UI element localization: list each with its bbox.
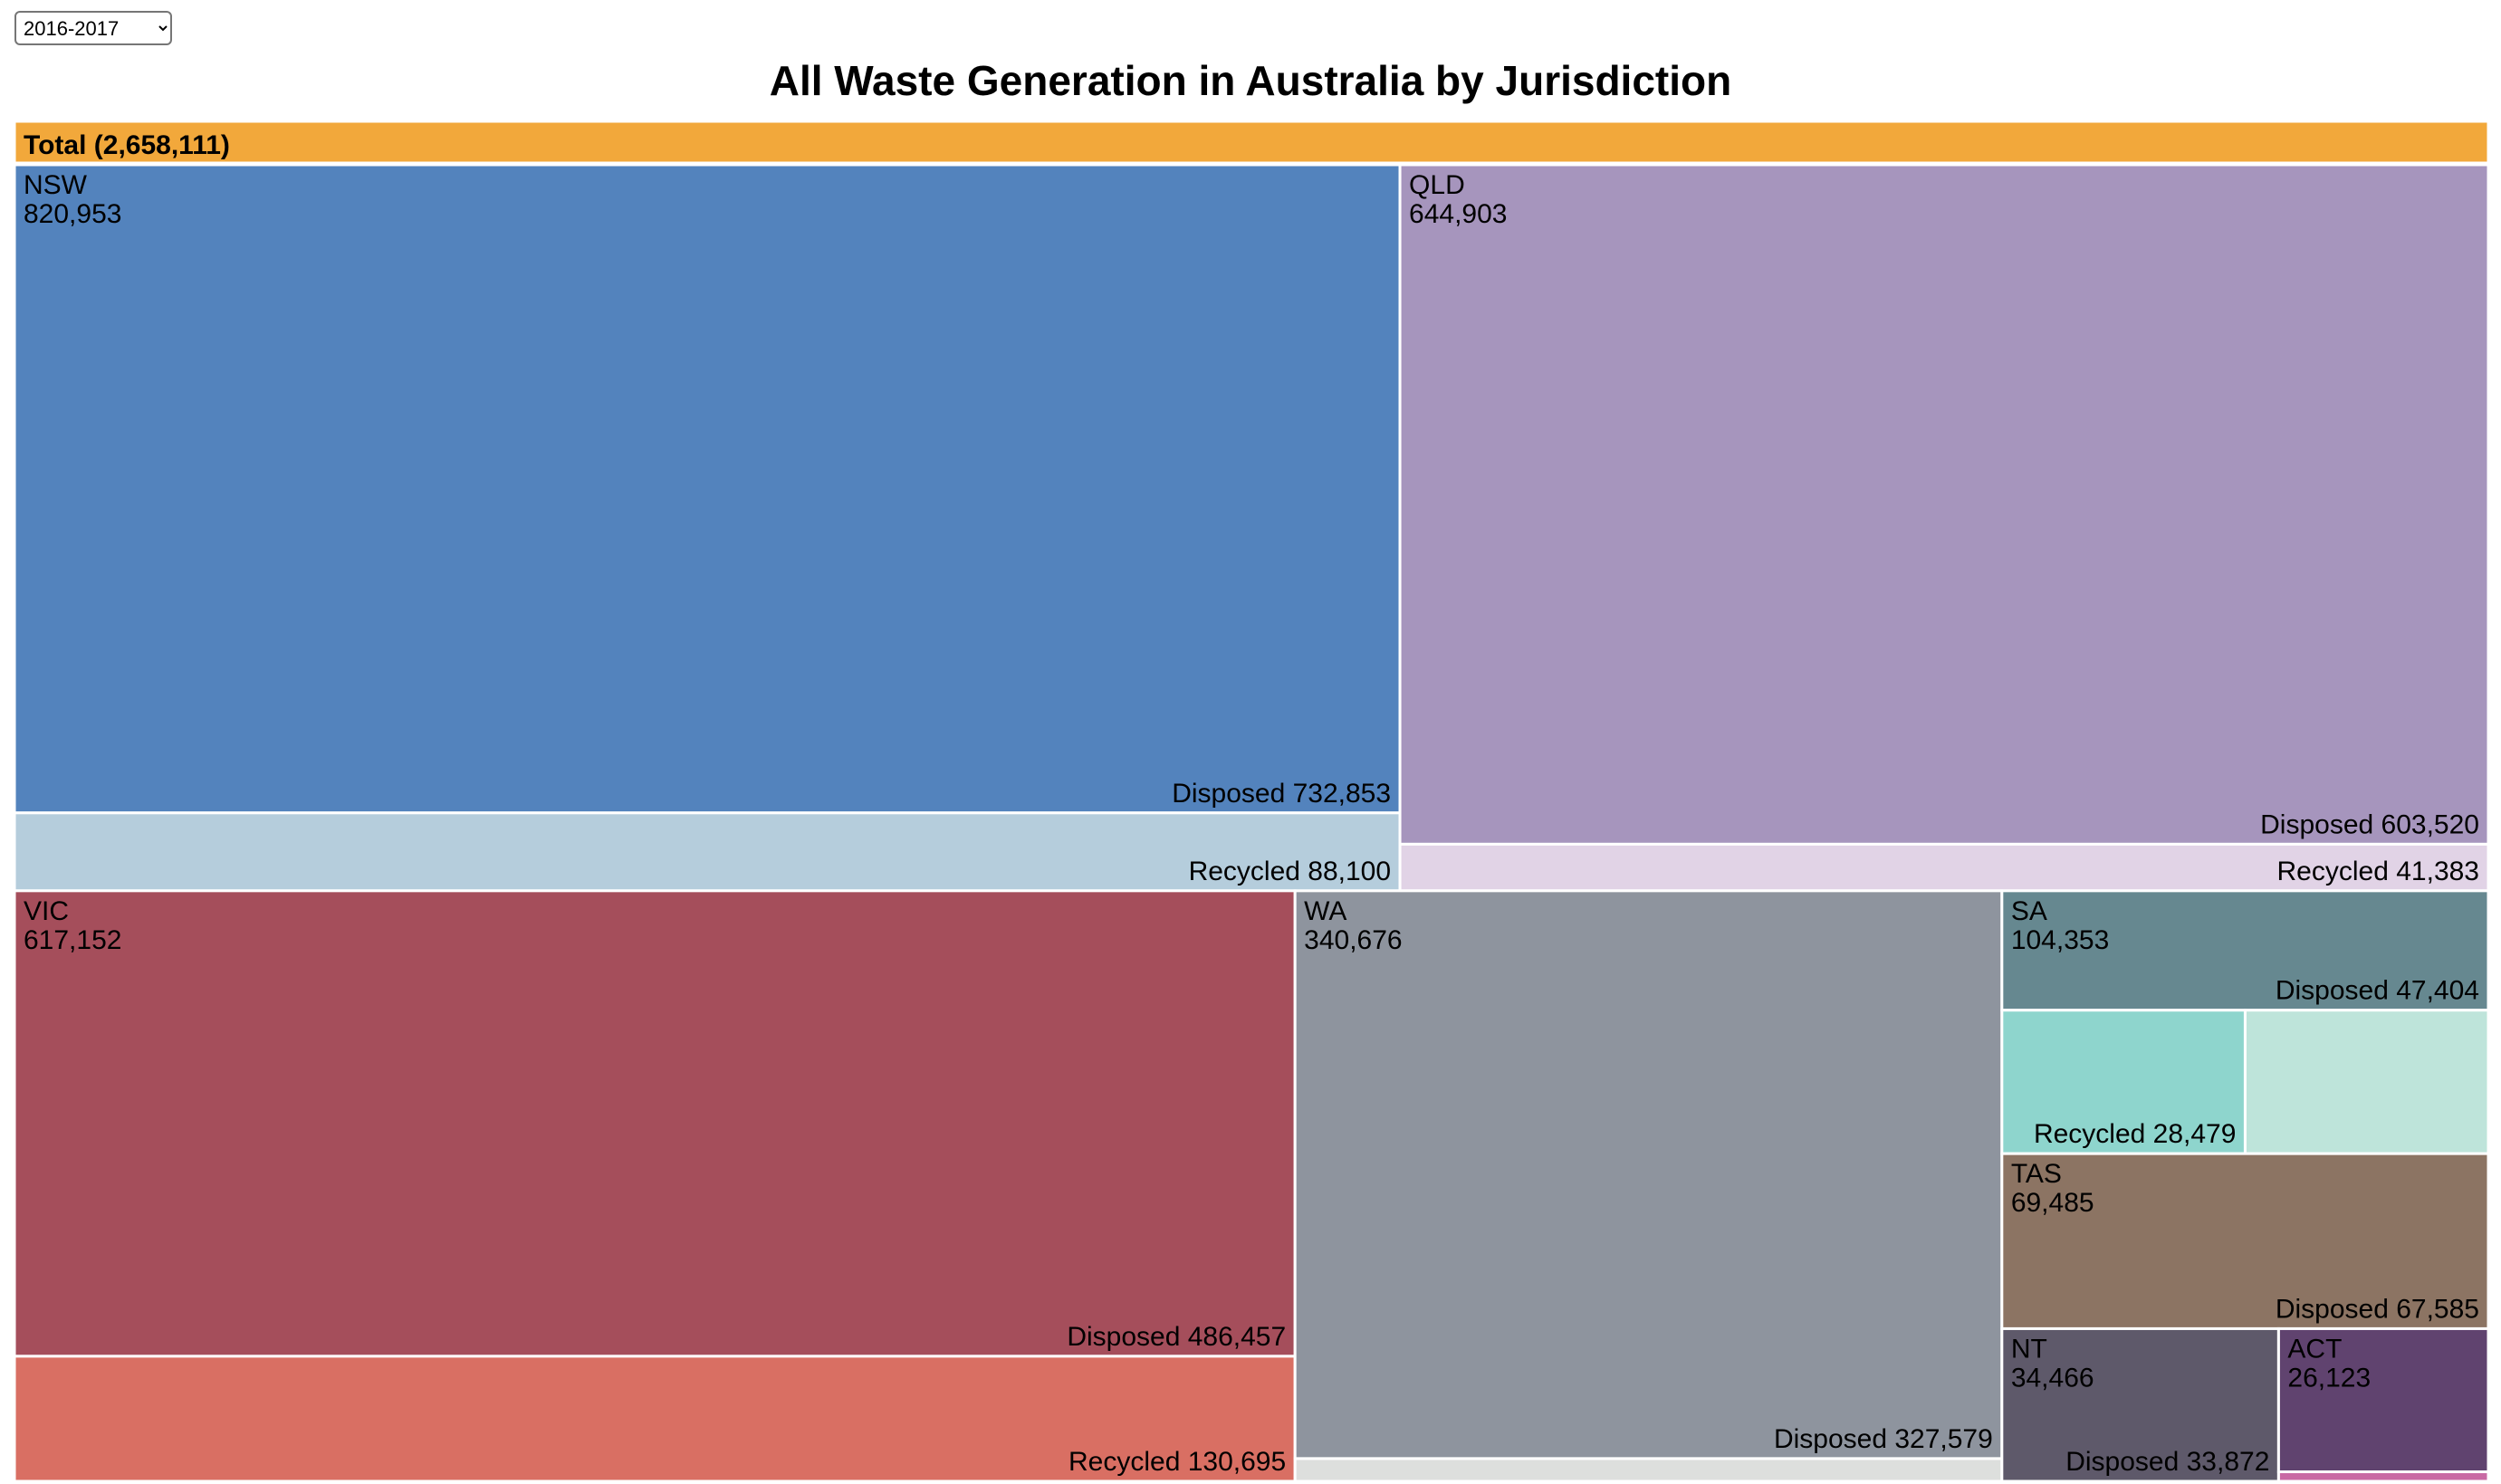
vic-name-label: VIC <box>24 896 69 926</box>
nt-total-label: 34,466 <box>2011 1363 2094 1393</box>
nt-disposed-label: Disposed 33,872 <box>2065 1447 2269 1477</box>
qld-recycled-label: Recycled 41,383 <box>2277 857 2479 886</box>
sa-disposed-label: Disposed 47,404 <box>2276 976 2479 1006</box>
sa-recycled-rect <box>2000 1009 2247 1155</box>
wa-disposed-label: Disposed 327,579 <box>1774 1424 1993 1454</box>
vic-recycled-label: Recycled 130,695 <box>1068 1447 1286 1477</box>
nt-name-label: NT <box>2011 1334 2047 1364</box>
wa-recycled-rect <box>1293 1457 2004 1483</box>
year-select[interactable]: 2016-2017 <box>14 11 172 45</box>
act-recycled-rect <box>2276 1470 2490 1483</box>
sa-recycled-label: Recycled 28,479 <box>2034 1119 2236 1149</box>
nsw-name-label: NSW <box>24 170 88 200</box>
nsw-recycled-label: Recycled 88,100 <box>1189 857 1391 886</box>
sa-name-label: SA <box>2011 896 2047 926</box>
wa-name-label: WA <box>1304 896 1346 926</box>
tas-disposed-rect <box>2000 1152 2490 1330</box>
sa-total-label: 104,353 <box>2011 925 2109 955</box>
wa-disposed-rect <box>1293 889 2004 1460</box>
qld-disposed-rect <box>1398 163 2490 846</box>
vic-disposed-label: Disposed 486,457 <box>1067 1322 1286 1352</box>
total-header <box>13 120 2490 165</box>
nsw-disposed-rect <box>13 163 1402 815</box>
qld-name-label: QLD <box>1409 170 1465 200</box>
tas-name-label: TAS <box>2011 1159 2062 1189</box>
qld-recycled-rect <box>1398 842 2490 893</box>
nsw-disposed-label: Disposed 732,853 <box>1172 779 1391 809</box>
vic-recycled-rect <box>13 1355 1297 1483</box>
tas-disposed-label: Disposed 67,585 <box>2276 1294 2479 1324</box>
wa-total-label: 340,676 <box>1304 925 1402 955</box>
vic-total-label: 617,152 <box>24 925 121 955</box>
qld-total-label: 644,903 <box>1409 199 1507 229</box>
qld-disposed-label: Disposed 603,520 <box>2260 809 2479 839</box>
sa-other-rect <box>2243 1009 2490 1155</box>
chart-title: All Waste Generation in Australia by Jur… <box>769 57 1732 104</box>
act-name-label: ACT <box>2287 1334 2342 1364</box>
vic-disposed-rect <box>13 889 1297 1358</box>
sa-disposed-rect <box>2000 889 2490 1012</box>
nt-disposed-rect <box>2000 1326 2280 1483</box>
nsw-total-label: 820,953 <box>24 199 121 229</box>
act-total-label: 26,123 <box>2287 1363 2371 1393</box>
tas-total-label: 69,485 <box>2011 1188 2094 1218</box>
total-label: Total (2,658,111) <box>24 130 230 160</box>
